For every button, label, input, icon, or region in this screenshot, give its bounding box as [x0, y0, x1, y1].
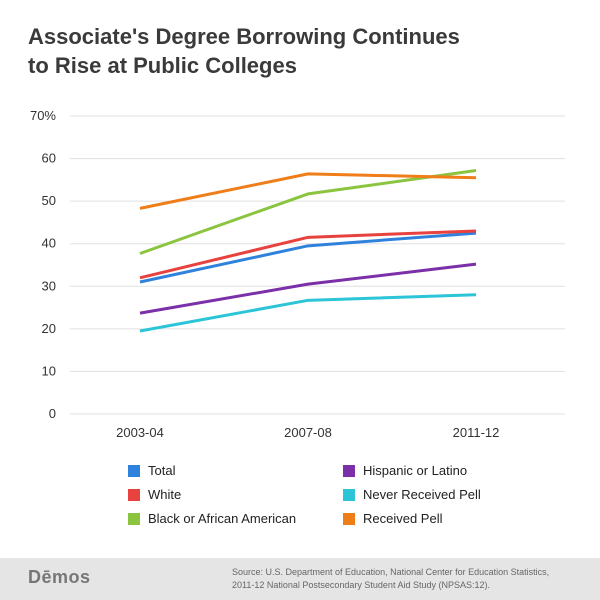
- y-tick-label: 10: [42, 363, 56, 378]
- legend-swatch: [128, 488, 140, 501]
- legend-item-black-or-african-american: Black or African American: [128, 510, 343, 527]
- footer: Dēmos Source: U.S. Department of Educati…: [0, 558, 600, 600]
- title-line-1: Associate's Degree Borrowing Continues: [28, 24, 460, 49]
- x-tick-label: 2007-08: [284, 425, 332, 440]
- legend-swatch: [128, 464, 140, 477]
- series-line-received-pell: [139, 172, 477, 210]
- title-line-2: to Rise at Public Colleges: [28, 53, 297, 78]
- series-line-black-or-african-american: [139, 169, 477, 255]
- legend-label: Never Received Pell: [363, 487, 481, 502]
- y-tick-label: 30: [42, 278, 56, 293]
- chart-title: Associate's Degree Borrowing Continues t…: [28, 22, 568, 80]
- grid-lines: [70, 115, 565, 415]
- legend-swatch: [343, 464, 355, 477]
- legend-item-white: White: [128, 486, 343, 503]
- legend-label: Total: [148, 463, 176, 478]
- y-tick-label: 20: [42, 321, 56, 336]
- legend-label: Hispanic or Latino: [363, 463, 468, 478]
- y-axis-ticks: 0 10 20 30 40 50 60 70%: [30, 108, 56, 421]
- legend-item-received-pell: Received Pell: [343, 510, 543, 527]
- source-note: Source: U.S. Department of Education, Na…: [232, 567, 550, 590]
- y-tick-label: 50: [42, 193, 56, 208]
- legend-label: White: [148, 487, 182, 502]
- y-tick-label: 70%: [30, 108, 56, 123]
- series-line-white: [139, 229, 477, 280]
- y-tick-label: 40: [42, 236, 56, 251]
- legend-item-never-received-pell: Never Received Pell: [343, 486, 543, 503]
- line-chart: 0 10 20 30 40 50 60 70% 2003-04 2007-08 2011-12: [30, 108, 565, 440]
- legend-label: Black or African American: [148, 511, 297, 526]
- demos-logo: Dēmos: [28, 567, 91, 587]
- y-tick-label: 0: [49, 406, 56, 421]
- legend-swatch: [343, 488, 355, 501]
- legend-swatch: [128, 512, 140, 525]
- legend: Total Hispanic or Latino White Never Receiv…: [128, 462, 548, 527]
- legend-item-hispanic-or-latino: Hispanic or Latino: [343, 462, 543, 479]
- legend-swatch: [343, 512, 355, 525]
- x-tick-label: 2011-12: [453, 425, 500, 440]
- legend-label: Received Pell: [363, 511, 443, 526]
- series-line-total: [139, 231, 477, 284]
- series-line-never-received-pell: [139, 293, 477, 333]
- series-lines: [139, 169, 477, 333]
- y-tick-label: 60: [42, 151, 56, 166]
- x-tick-label: 2003-04: [116, 425, 164, 440]
- legend-item-total: Total: [128, 462, 343, 479]
- series-line-hispanic-or-latino: [139, 262, 477, 315]
- x-axis-ticks: 2003-04 2007-08 2011-12: [116, 425, 499, 440]
